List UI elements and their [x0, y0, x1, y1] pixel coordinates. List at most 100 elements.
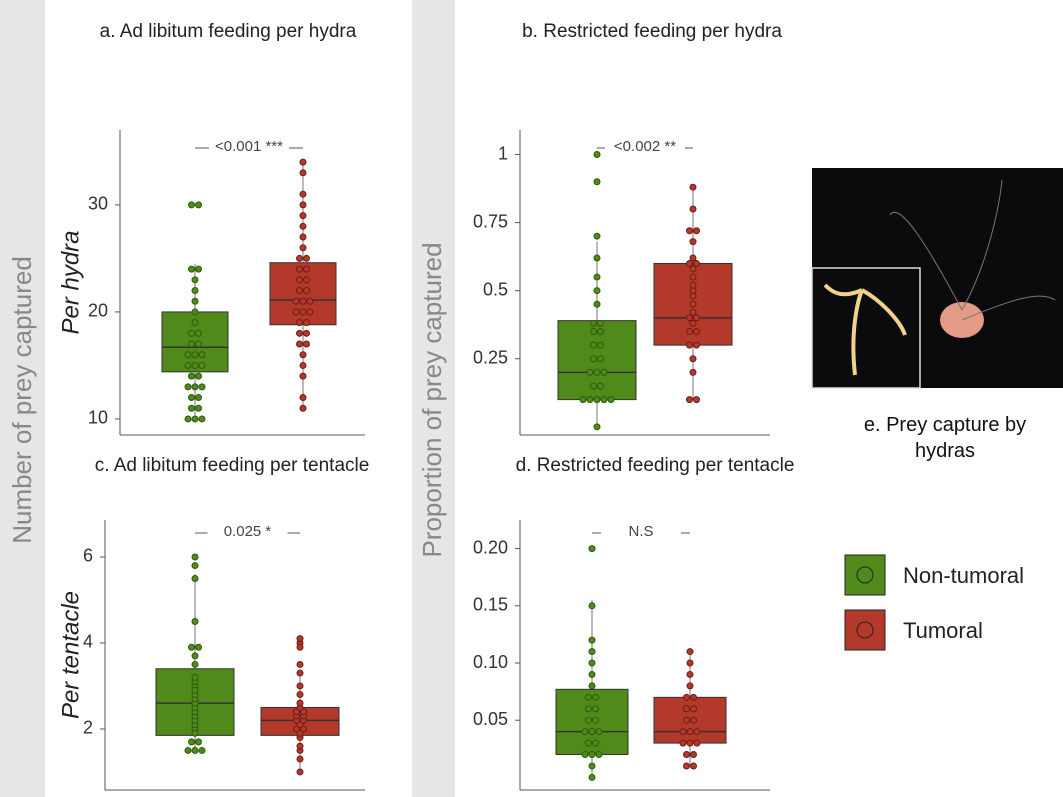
data-point — [597, 328, 604, 336]
data-point — [689, 355, 697, 363]
data-point — [593, 232, 601, 240]
data-point — [581, 728, 589, 736]
data-point — [195, 643, 202, 651]
significance-label: <0.002 ** — [614, 138, 676, 155]
data-point — [592, 716, 599, 724]
data-point — [303, 319, 310, 327]
data-point — [593, 178, 601, 186]
data-point — [303, 287, 310, 295]
data-point — [689, 183, 697, 191]
data-point — [191, 553, 199, 561]
data-point — [303, 254, 310, 262]
y-tick-label: 4 — [83, 632, 93, 652]
data-point — [597, 341, 604, 349]
significance-bg — [601, 521, 681, 543]
data-point — [595, 751, 603, 759]
data-point — [592, 693, 599, 701]
data-point — [585, 716, 592, 724]
data-point — [303, 340, 310, 348]
data-point — [191, 276, 199, 284]
data-point — [188, 265, 195, 273]
data-point — [184, 746, 192, 754]
data-point — [299, 297, 307, 305]
data-point — [679, 728, 687, 736]
data-point — [586, 368, 594, 376]
data-point — [198, 361, 206, 369]
data-point — [191, 415, 199, 423]
data-point — [306, 308, 314, 316]
data-point — [588, 659, 596, 667]
data-point — [597, 382, 604, 390]
data-point — [299, 351, 307, 359]
data-point — [296, 729, 304, 737]
box — [555, 688, 629, 756]
data-point — [296, 319, 303, 327]
data-point — [191, 562, 199, 570]
data-point — [686, 259, 693, 267]
data-point — [195, 372, 202, 380]
box — [557, 320, 637, 401]
data-point — [693, 728, 701, 736]
data-point — [686, 328, 693, 336]
chart-title: b. Restricted feeding per hydra — [522, 21, 782, 42]
data-point — [686, 659, 694, 667]
data-point — [296, 699, 304, 707]
data-point — [693, 227, 700, 235]
data-point — [191, 297, 199, 305]
data-point — [191, 673, 199, 681]
data-point — [296, 691, 304, 699]
label-band — [412, 0, 455, 797]
legend-label: Non-tumoral — [903, 563, 1024, 588]
data-point — [590, 319, 597, 327]
data-point — [690, 762, 697, 770]
data-point — [593, 287, 601, 295]
data-point — [686, 670, 694, 678]
data-point — [690, 693, 697, 701]
data-point — [296, 329, 303, 337]
data-point — [693, 259, 700, 267]
photo-tentacle — [889, 179, 1056, 321]
data-point — [296, 265, 303, 273]
data-point — [588, 636, 596, 644]
data-point — [188, 340, 195, 348]
data-point — [184, 383, 192, 391]
data-point — [597, 355, 604, 363]
data-point — [195, 340, 202, 348]
data-point — [188, 643, 195, 651]
data-point — [689, 308, 697, 316]
y-group-label: Proportion of prey captured — [417, 242, 447, 557]
data-point — [690, 751, 697, 759]
significance-label: <0.001 *** — [215, 138, 283, 155]
data-point — [590, 328, 597, 336]
box — [269, 262, 337, 326]
significance-bg — [207, 521, 288, 543]
y-tick-label: 0.05 — [473, 709, 508, 729]
data-point — [184, 361, 192, 369]
legend-label: Tumoral — [903, 618, 983, 643]
y-tick-label: 1 — [498, 143, 508, 163]
data-point — [689, 238, 697, 246]
data-point — [198, 415, 206, 423]
data-point — [296, 635, 304, 643]
data-point — [679, 739, 687, 747]
data-point — [586, 396, 594, 404]
data-point — [296, 768, 304, 776]
data-point — [689, 319, 697, 327]
data-point — [683, 705, 690, 713]
data-point — [191, 319, 199, 327]
data-point — [588, 762, 596, 770]
data-point — [191, 361, 199, 369]
legend-swatch — [844, 609, 886, 651]
data-point — [195, 394, 202, 402]
data-point — [683, 693, 690, 701]
data-point — [588, 648, 596, 656]
y-tick-label: 2 — [83, 718, 93, 738]
data-point — [191, 383, 199, 391]
data-point — [191, 652, 199, 660]
y-group-label: Number of prey captured — [7, 256, 37, 544]
data-point — [590, 341, 597, 349]
data-point — [188, 201, 195, 209]
data-point — [299, 404, 307, 412]
data-point — [593, 368, 601, 376]
